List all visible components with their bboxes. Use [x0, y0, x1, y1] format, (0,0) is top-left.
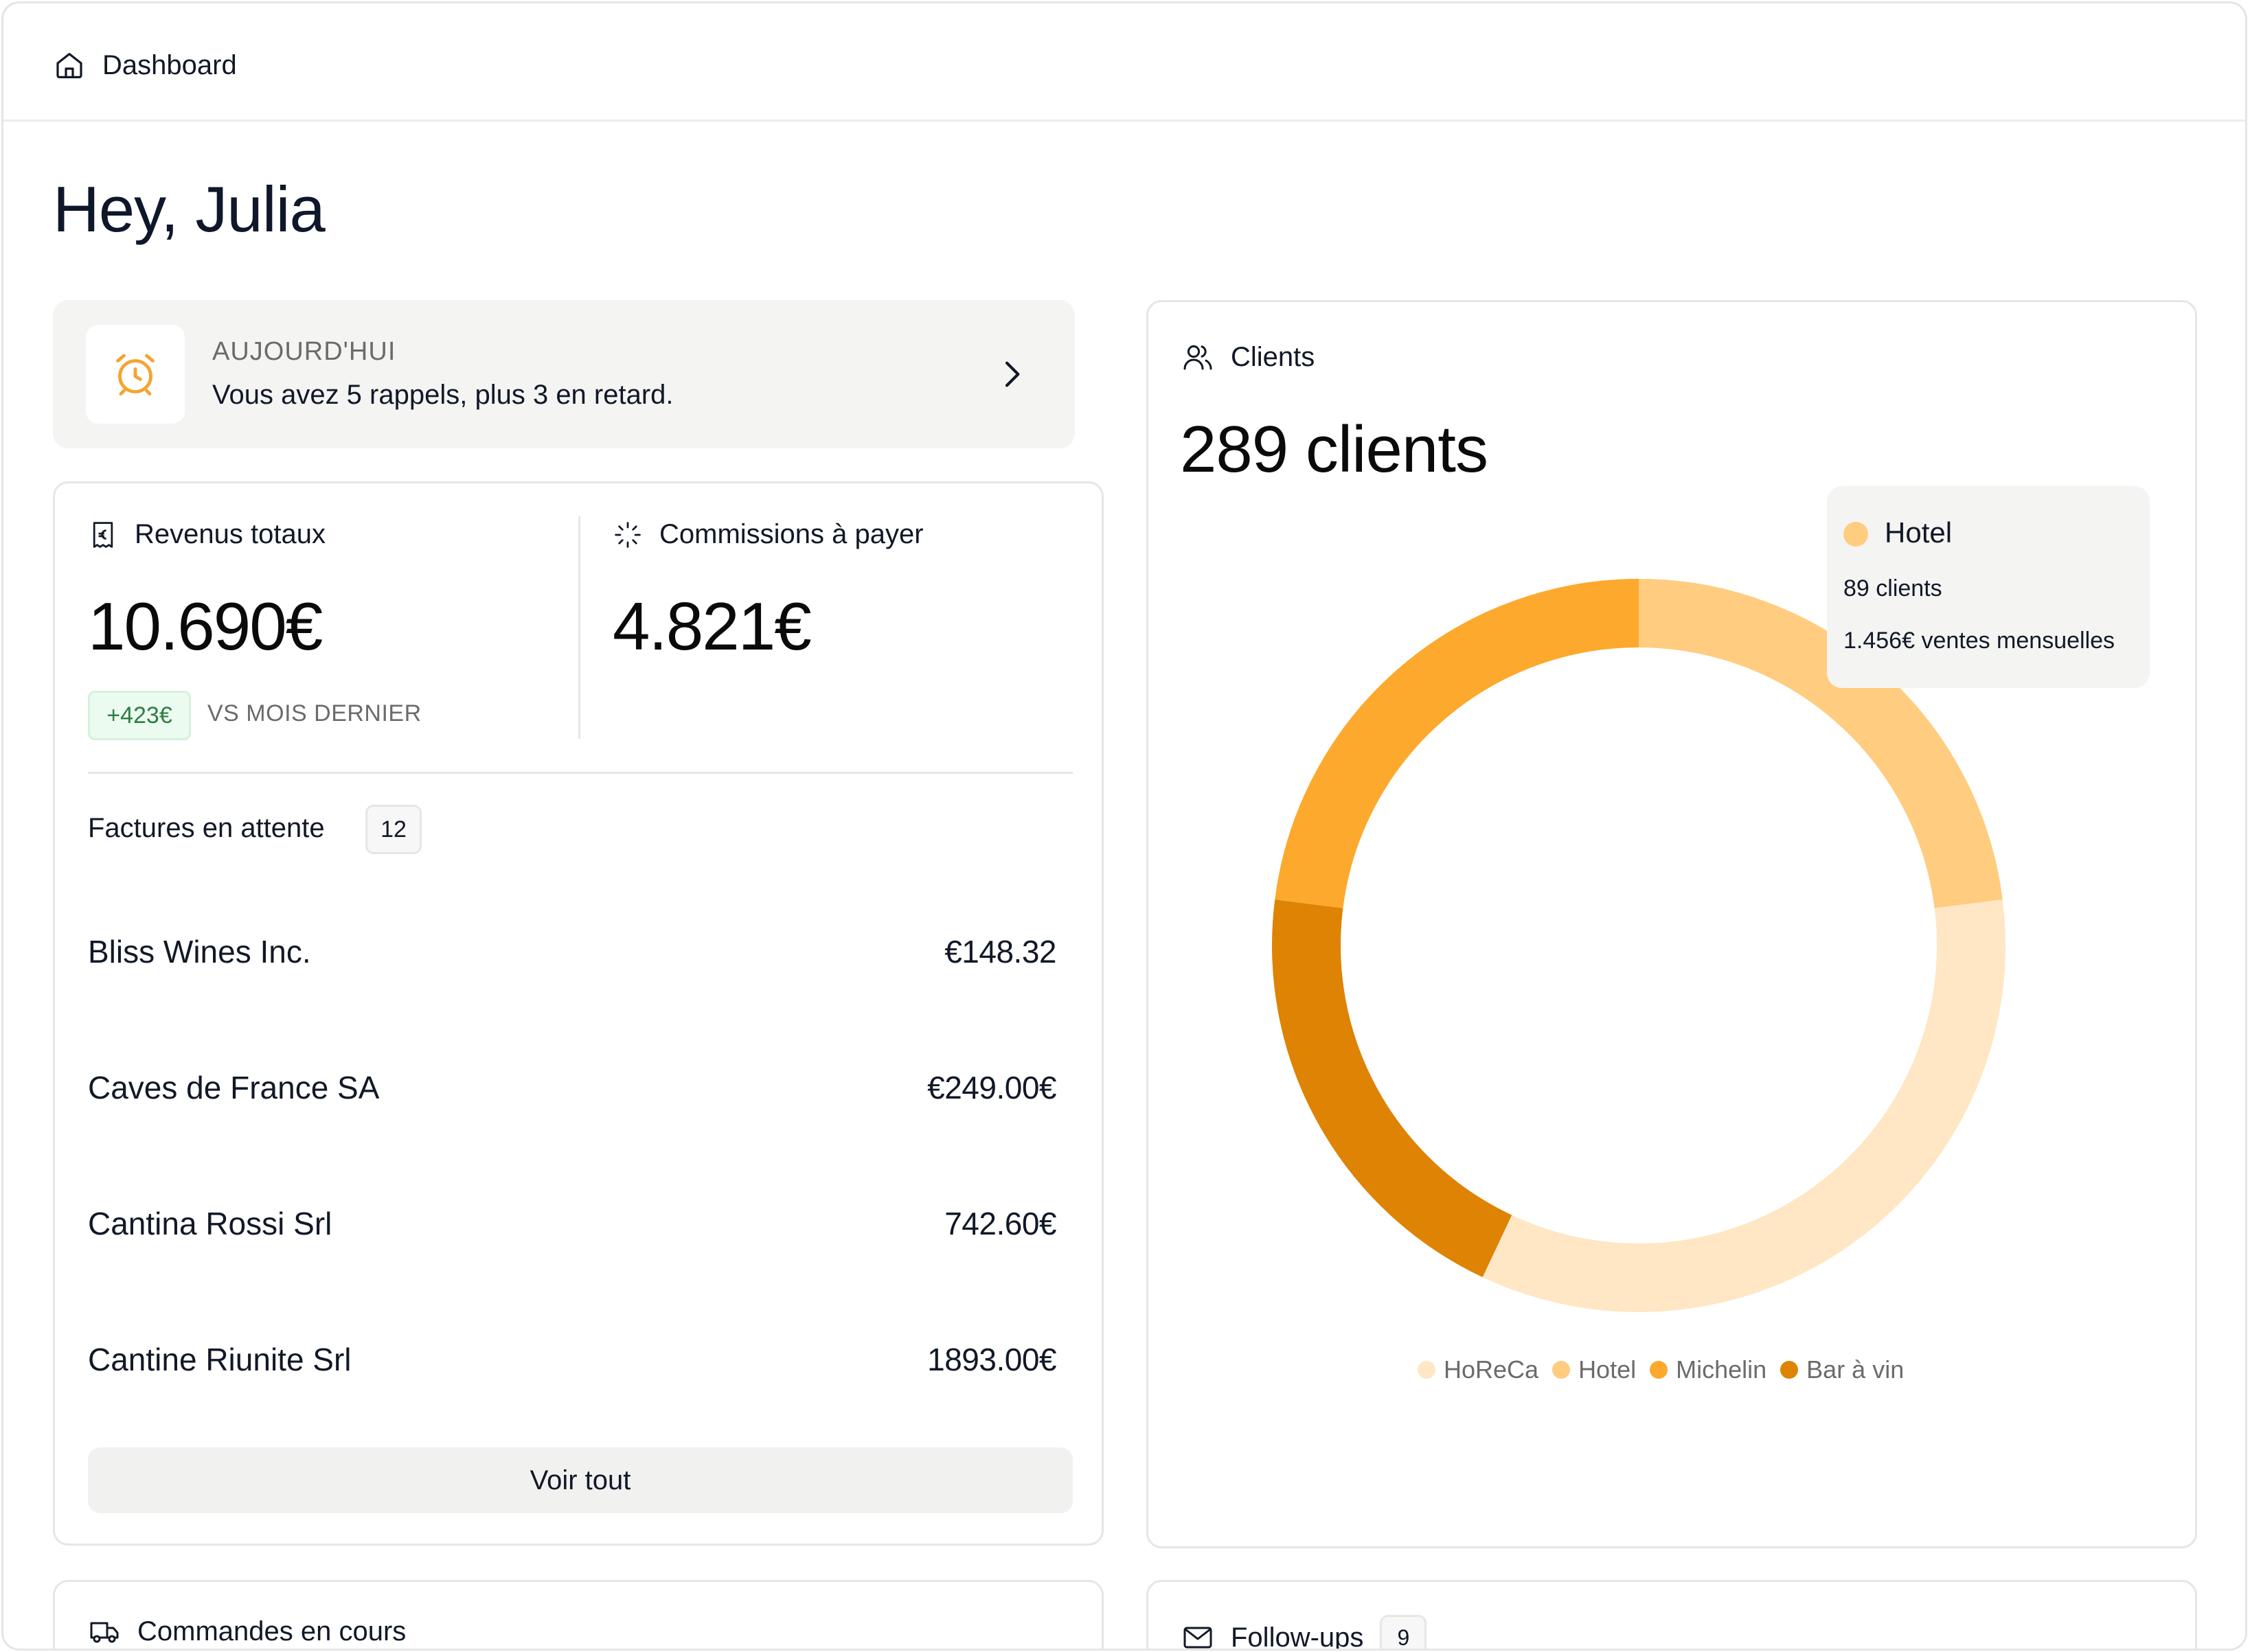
donut-slice-michelin[interactable]	[1275, 579, 1639, 908]
orders-header: Commandes en cours	[88, 1615, 406, 1648]
clients-header: Clients	[1181, 341, 1315, 374]
chevron-right-icon[interactable]	[992, 355, 1031, 393]
receipt-euro-icon	[93, 521, 113, 548]
commissions-label: Commissions à payer	[613, 519, 924, 550]
breadcrumb-label: Dashboard	[102, 49, 237, 80]
metric-divider	[578, 516, 580, 739]
legend-label: HoReCa	[1444, 1355, 1539, 1384]
legend-item[interactable]: Michelin	[1650, 1355, 1766, 1384]
legend-swatch	[1650, 1361, 1668, 1379]
clients-card: Clients 289 clients Hotel 89 clients 1.4…	[1146, 300, 2197, 1548]
invoice-row[interactable]: Cantine Riunite Srl 1893.00€	[88, 1332, 1056, 1387]
invoice-amount: €249.00€	[927, 1070, 1056, 1105]
legend-item[interactable]: HoReCa	[1418, 1355, 1538, 1384]
legend-swatch	[1552, 1361, 1571, 1379]
mail-icon	[1183, 1627, 1212, 1649]
home-icon	[56, 53, 82, 78]
tooltip-title: Hotel	[1885, 516, 1953, 549]
chart-tooltip: Hotel 89 clients 1.456€ ventes mensuelle…	[1827, 486, 2150, 688]
legend-label: Michelin	[1676, 1355, 1767, 1384]
legend-item[interactable]: Bar à vin	[1780, 1355, 1904, 1384]
alarm-clock-icon	[116, 354, 155, 395]
tooltip-sales: 1.456€ ventes mensuelles	[1843, 628, 2115, 654]
followups-label: Follow-ups	[1231, 1622, 1364, 1651]
clients-label: Clients	[1231, 341, 1315, 372]
invoice-client: Cantine Riunite Srl	[88, 1342, 352, 1377]
orders-label: Commandes en cours	[137, 1616, 407, 1647]
loader-icon	[615, 521, 641, 548]
reminders-message: Vous avez 5 rappels, plus 3 en retard.	[212, 380, 674, 410]
commissions-value: 4.821€	[613, 588, 812, 664]
donut-slice-bar-vin[interactable]	[1272, 899, 1512, 1278]
invoice-amount: 742.60€	[944, 1206, 1056, 1241]
breadcrumb[interactable]: Dashboard	[53, 46, 237, 84]
users-icon	[1183, 345, 1212, 370]
reminders-kicker: AUJOURD'HUI	[212, 337, 396, 366]
pending-count-badge: 12	[365, 805, 422, 854]
invoice-amount: 1893.00€	[927, 1342, 1056, 1377]
followups-card: Follow-ups 9	[1146, 1580, 2197, 1651]
revenue-delta-badge: +423€	[88, 691, 191, 740]
legend-swatch	[1780, 1361, 1799, 1379]
revenue-card: Revenus totaux 10.690€ +423€ VS MOIS DER…	[53, 481, 1104, 1546]
clients-total: 289 clients	[1180, 413, 1488, 486]
legend-label: Hotel	[1578, 1355, 1637, 1384]
donut-slice-horeca[interactable]	[1482, 899, 2005, 1312]
legend-item[interactable]: Hotel	[1552, 1355, 1636, 1384]
clients-donut-chart	[1272, 579, 2005, 1312]
tooltip-swatch	[1843, 522, 1868, 547]
followups-count-badge: 9	[1380, 1615, 1427, 1649]
orders-card: Commandes en cours	[53, 1580, 1104, 1649]
view-all-button[interactable]: Voir tout	[88, 1447, 1073, 1513]
section-divider	[88, 772, 1073, 774]
invoice-client: Caves de France SA	[88, 1070, 380, 1105]
followups-header: Follow-ups 9	[1181, 1615, 1427, 1651]
invoice-row[interactable]: Cantina Rossi Srl 742.60€	[88, 1196, 1056, 1251]
top-bar: Dashboard	[3, 3, 2245, 122]
invoice-client: Bliss Wines Inc.	[88, 934, 311, 970]
pending-invoices-title: Factures en attente	[88, 813, 325, 843]
invoice-row[interactable]: Caves de France SA €249.00€	[88, 1060, 1056, 1115]
revenue-delta-note: VS MOIS DERNIER	[207, 700, 422, 726]
alarm-tile	[86, 325, 185, 424]
invoice-row[interactable]: Bliss Wines Inc. €148.32	[88, 924, 1056, 979]
chart-legend: HoReCa Hotel Michelin Bar à vin	[1418, 1355, 1918, 1384]
legend-label: Bar à vin	[1806, 1355, 1905, 1384]
truck-icon	[90, 1622, 119, 1643]
revenue-value: 10.690€	[88, 588, 323, 664]
legend-swatch	[1418, 1361, 1435, 1379]
revenue-label: Revenus totaux	[88, 519, 326, 550]
invoice-amount: €148.32	[944, 934, 1056, 970]
reminders-banner[interactable]: AUJOURD'HUI Vous avez 5 rappels, plus 3 …	[53, 300, 1075, 448]
invoice-client: Cantina Rossi Srl	[88, 1206, 332, 1241]
tooltip-clients: 89 clients	[1843, 575, 1942, 601]
donut-slice-hotel[interactable]	[1638, 579, 2003, 908]
page-title: Hey, Julia	[53, 173, 326, 245]
